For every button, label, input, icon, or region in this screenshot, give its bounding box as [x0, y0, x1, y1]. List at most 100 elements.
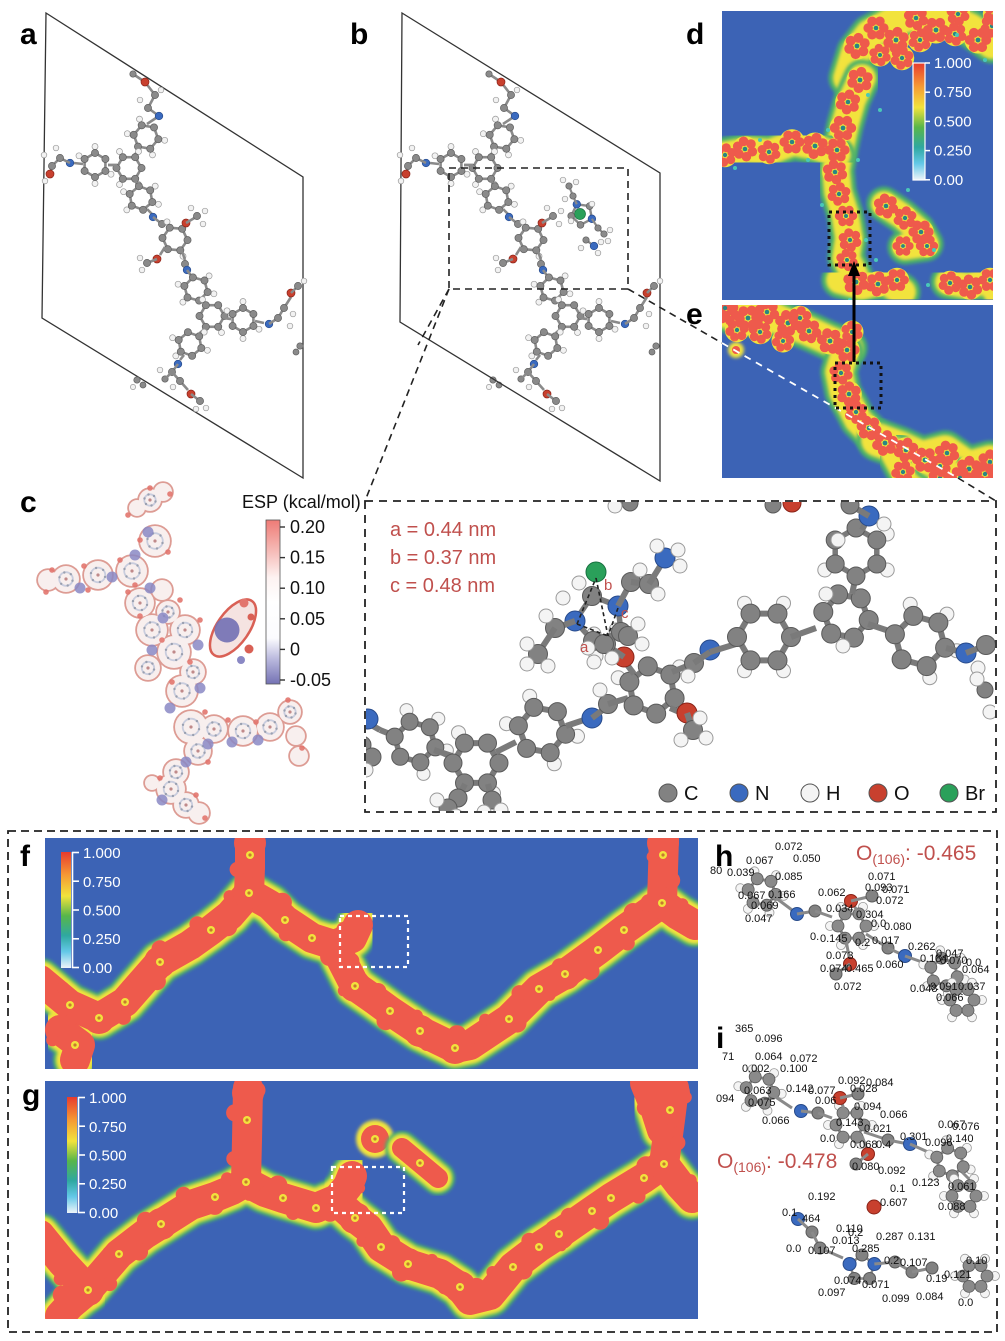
- svg-text:0.0: 0.0: [871, 918, 886, 930]
- svg-text:0.021: 0.021: [864, 1123, 892, 1135]
- svg-text:464: 464: [802, 1213, 820, 1225]
- svg-text:0.2: 0.2: [855, 937, 870, 949]
- svg-text:0.500: 0.500: [934, 113, 972, 130]
- svg-text:0.10: 0.10: [966, 1255, 987, 1267]
- svg-text:0.05: 0.05: [290, 609, 325, 629]
- svg-text:0.110: 0.110: [836, 1223, 863, 1235]
- svg-text:0.465: 0.465: [846, 963, 874, 975]
- svg-text:0.184: 0.184: [920, 953, 948, 965]
- svg-text:O(106): -0.478: O(106): -0.478: [717, 1150, 837, 1175]
- svg-text:0.062: 0.062: [818, 887, 846, 899]
- svg-text:0: 0: [290, 639, 300, 659]
- svg-text:0.250: 0.250: [89, 1176, 127, 1193]
- svg-text:N: N: [755, 783, 769, 805]
- svg-text:0.1: 0.1: [782, 1207, 797, 1219]
- svg-text:0.099: 0.099: [882, 1293, 910, 1305]
- svg-text:0.4: 0.4: [876, 1139, 891, 1151]
- svg-text:0.145: 0.145: [820, 933, 848, 945]
- svg-text:0.140: 0.140: [946, 1133, 974, 1145]
- svg-text:h: h: [715, 840, 733, 873]
- svg-text:0.304: 0.304: [856, 909, 884, 921]
- svg-text:0.096: 0.096: [755, 1033, 783, 1045]
- svg-text:a: a: [20, 18, 37, 51]
- svg-text:0.072: 0.072: [834, 981, 862, 993]
- svg-text:0.074: 0.074: [820, 963, 848, 975]
- svg-text:80: 80: [710, 865, 722, 877]
- svg-text:0.750: 0.750: [83, 874, 121, 891]
- svg-text:0.013: 0.013: [832, 1235, 860, 1247]
- svg-text:C: C: [684, 783, 698, 805]
- svg-text:0.094: 0.094: [854, 1101, 882, 1113]
- svg-text:0.074: 0.074: [834, 1275, 862, 1287]
- svg-text:0.301: 0.301: [900, 1131, 928, 1143]
- svg-text:1.000: 1.000: [89, 1090, 127, 1107]
- svg-text:b = 0.37 nm: b = 0.37 nm: [390, 547, 496, 569]
- svg-text:0.072: 0.072: [876, 895, 904, 907]
- svg-text:O(106): -0.465: O(106): -0.465: [856, 842, 976, 867]
- svg-text:ESP (kcal/mol): ESP (kcal/mol): [242, 492, 361, 512]
- svg-text:0.077: 0.077: [808, 1085, 836, 1097]
- svg-text:0.028: 0.028: [850, 1083, 878, 1095]
- svg-text:-0.05: -0.05: [290, 670, 331, 690]
- svg-text:094: 094: [716, 1093, 734, 1105]
- svg-text:0.750: 0.750: [89, 1119, 127, 1136]
- svg-text:0.0: 0.0: [786, 1243, 801, 1255]
- svg-text:365: 365: [735, 1023, 753, 1035]
- svg-text:0.017: 0.017: [872, 935, 900, 947]
- svg-text:f: f: [20, 840, 31, 873]
- svg-text:0.048: 0.048: [910, 983, 938, 995]
- svg-text:0.107: 0.107: [808, 1245, 836, 1257]
- svg-text:0.2: 0.2: [884, 1255, 899, 1267]
- svg-text:c: c: [621, 605, 629, 622]
- svg-text:0.085: 0.085: [775, 871, 803, 883]
- svg-text:0.06: 0.06: [815, 1095, 836, 1107]
- svg-text:0.088: 0.088: [938, 1201, 966, 1213]
- svg-text:0.047: 0.047: [745, 913, 773, 925]
- svg-text:0.060: 0.060: [876, 959, 904, 971]
- svg-text:0.2: 0.2: [848, 1227, 863, 1239]
- svg-text:0.100: 0.100: [780, 1063, 808, 1075]
- svg-text:0.250: 0.250: [83, 931, 121, 948]
- svg-text:0.131: 0.131: [908, 1231, 936, 1243]
- svg-text:0.: 0.: [810, 931, 819, 943]
- svg-text:0.143: 0.143: [836, 1117, 864, 1129]
- svg-text:0.066: 0.066: [936, 992, 964, 1004]
- svg-text:0.1: 0.1: [890, 1183, 905, 1195]
- svg-text:0.066: 0.066: [762, 1115, 790, 1127]
- svg-text:0.075: 0.075: [748, 1097, 776, 1109]
- svg-text:0.076: 0.076: [952, 1121, 980, 1133]
- svg-text:0.073: 0.073: [826, 950, 854, 962]
- svg-text:1.000: 1.000: [83, 845, 121, 862]
- svg-text:0.0: 0.0: [966, 957, 981, 969]
- svg-text:0.080: 0.080: [852, 1161, 880, 1173]
- svg-text:0.0: 0.0: [820, 1133, 835, 1145]
- svg-text:0.063: 0.063: [744, 1085, 772, 1097]
- svg-text:0.0: 0.0: [958, 1297, 973, 1309]
- svg-text:0.050: 0.050: [793, 853, 821, 865]
- svg-text:0.250: 0.250: [934, 143, 972, 160]
- svg-text:g: g: [22, 1079, 40, 1112]
- svg-text:71: 71: [722, 1051, 734, 1063]
- svg-text:0.069: 0.069: [751, 900, 779, 912]
- svg-text:0.084: 0.084: [916, 1291, 944, 1303]
- svg-text:0.067: 0.067: [938, 1119, 966, 1131]
- svg-text:0.067: 0.067: [738, 890, 766, 902]
- svg-text:0.142: 0.142: [786, 1083, 814, 1095]
- svg-text:0.084: 0.084: [866, 1077, 894, 1089]
- svg-text:0.166: 0.166: [768, 889, 796, 901]
- svg-text:a = 0.44 nm: a = 0.44 nm: [390, 519, 496, 541]
- svg-text:0.192: 0.192: [808, 1191, 836, 1203]
- svg-text:0.066: 0.066: [880, 1109, 908, 1121]
- svg-text:0.093: 0.093: [865, 882, 893, 894]
- svg-text:0.00: 0.00: [83, 960, 112, 977]
- svg-text:c: c: [20, 486, 37, 519]
- svg-text:0.061: 0.061: [948, 1181, 976, 1193]
- svg-text:0.19: 0.19: [926, 1273, 947, 1285]
- svg-text:0.064: 0.064: [962, 964, 990, 976]
- svg-text:H: H: [826, 783, 840, 805]
- svg-text:0.092: 0.092: [878, 1165, 906, 1177]
- svg-text:Br: Br: [965, 783, 985, 805]
- svg-text:0.068: 0.068: [850, 1139, 878, 1151]
- svg-text:0.002: 0.002: [742, 1063, 770, 1075]
- svg-text:0.092: 0.092: [838, 1075, 866, 1087]
